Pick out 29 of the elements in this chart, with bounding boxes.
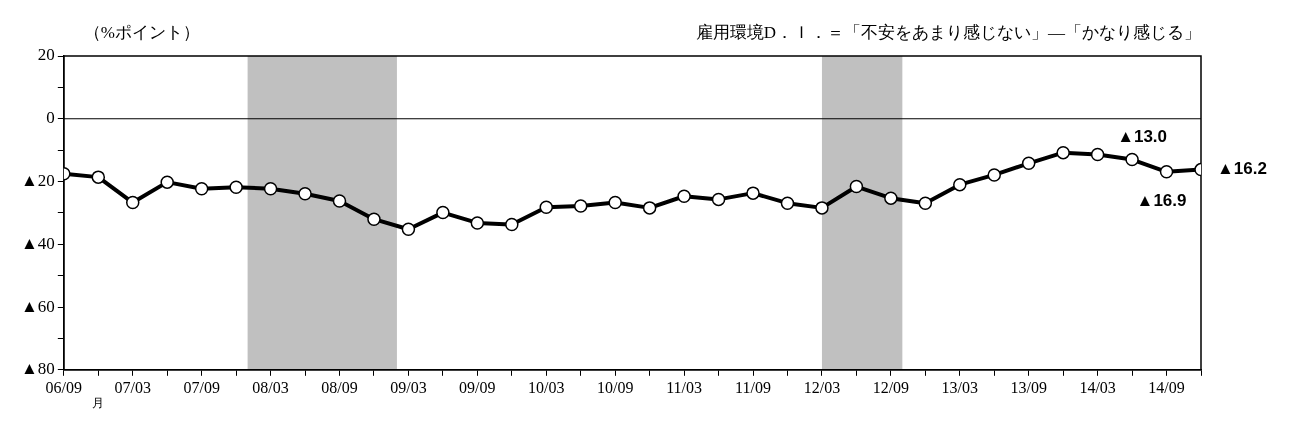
y-tick-label: 20 bbox=[37, 45, 55, 65]
y-tick-label: ▲80 bbox=[21, 359, 55, 379]
x-tick-label: 07/03 bbox=[114, 378, 151, 396]
chart-title: 雇用環境D．Ｉ．＝「不安をあまり感じない」―「かなり感じる」 bbox=[695, 22, 1201, 42]
y-tick-label: ▲20 bbox=[21, 170, 55, 190]
x-tick-label: 11/09 bbox=[735, 378, 771, 396]
x-tick-label: 10/03 bbox=[528, 378, 565, 396]
x-tick-label: 14/03 bbox=[1079, 378, 1116, 396]
x-axis-title: 月 bbox=[91, 395, 104, 410]
annotation: ▲13.0 bbox=[1117, 127, 1168, 147]
x-tick-label: 12/03 bbox=[803, 378, 841, 396]
annotation: ▲16.9 bbox=[1136, 191, 1187, 211]
x-tick-label: 06/09 bbox=[45, 378, 83, 396]
annotation: ▲16.2 bbox=[1217, 159, 1267, 179]
x-tick-label: 09/09 bbox=[459, 378, 496, 396]
x-tick-label: 13/03 bbox=[941, 378, 979, 396]
y-axis-title: （%ポイント） bbox=[83, 22, 200, 42]
x-tick-label: 08/09 bbox=[321, 378, 358, 396]
x-tick-label: 09/03 bbox=[390, 378, 427, 396]
y-tick-label: ▲40 bbox=[21, 233, 55, 253]
y-tick-label: 0 bbox=[46, 108, 55, 128]
x-tick-label: 10/09 bbox=[596, 378, 634, 396]
x-tick-label: 13/09 bbox=[1010, 378, 1047, 396]
x-tick-label: 14/09 bbox=[1148, 378, 1185, 396]
x-tick-label: 08/03 bbox=[252, 378, 289, 396]
x-tick-label: 11/03 bbox=[666, 378, 703, 396]
x-tick-label: 07/09 bbox=[183, 378, 220, 396]
y-tick-label: ▲60 bbox=[21, 296, 55, 316]
x-tick-label: 12/09 bbox=[872, 378, 910, 396]
